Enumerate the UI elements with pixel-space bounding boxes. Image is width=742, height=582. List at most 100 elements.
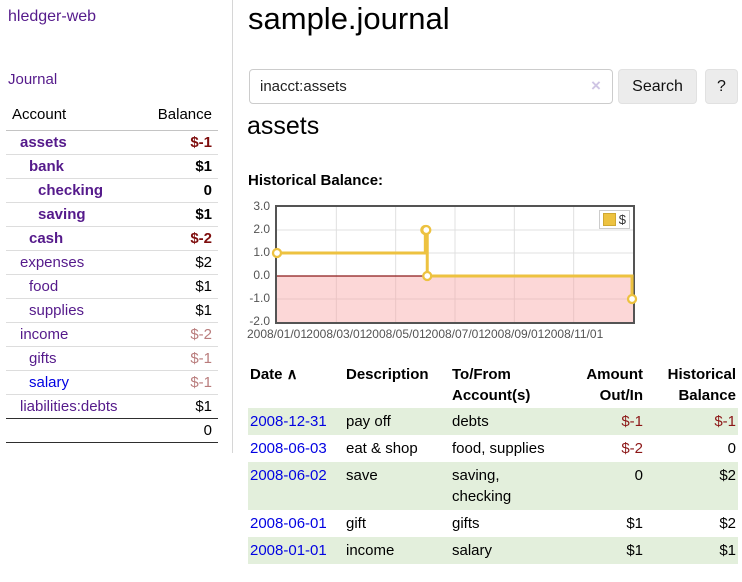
account-link[interactable]: expenses xyxy=(20,254,85,271)
transaction-balance: $-1 xyxy=(714,413,736,430)
transaction-row: 2008-06-02 save saving, checking 0 $2 xyxy=(248,462,738,510)
search-input[interactable] xyxy=(249,69,613,104)
account-row: saving $1 xyxy=(6,202,218,227)
sidebar-item-journal[interactable]: Journal xyxy=(8,71,58,88)
accounts-header-balance: Balance xyxy=(141,102,218,131)
account-link[interactable]: bank xyxy=(29,158,65,175)
transaction-accounts: gifts xyxy=(452,515,480,532)
transaction-amount: $-1 xyxy=(621,413,643,430)
transaction-description: gift xyxy=(346,515,367,532)
account-row: assets $-1 xyxy=(6,131,218,155)
transaction-date-link[interactable]: 2008-01-01 xyxy=(250,542,327,559)
transaction-accounts: salary xyxy=(452,542,493,559)
x-axis-tick-label: 2008/01/01 xyxy=(246,327,308,341)
transaction-amount: $1 xyxy=(626,542,643,559)
y-axis-tick-label: 2.0 xyxy=(253,222,270,236)
x-axis-tick-label: 2008/09/01 xyxy=(484,327,545,341)
x-axis-tick-label: 2008/07/01 xyxy=(424,327,486,341)
y-axis-tick-label: 3.0 xyxy=(253,199,270,213)
transaction-description: save xyxy=(346,467,378,484)
account-heading: assets xyxy=(247,112,320,140)
account-link[interactable]: food xyxy=(29,278,59,295)
account-link[interactable]: gifts xyxy=(29,350,57,367)
account-link[interactable]: liabilities:debts xyxy=(20,398,118,415)
y-axis-tick-label: -1.0 xyxy=(249,291,270,305)
column-header-date[interactable]: Date ∧ xyxy=(250,366,298,383)
account-link[interactable]: salary xyxy=(29,374,70,391)
legend-swatch-icon xyxy=(602,213,616,226)
account-row: gifts $-1 xyxy=(6,346,218,371)
account-row: expenses $2 xyxy=(6,250,218,275)
account-link[interactable]: income xyxy=(20,326,69,343)
legend-label: $ xyxy=(618,212,626,227)
clear-search-icon[interactable]: × xyxy=(591,76,601,95)
column-header-to-from-account-s-: To/From Account(s) xyxy=(452,366,531,404)
account-row: food $1 xyxy=(6,274,218,299)
accounts-total-balance: 0 xyxy=(141,418,218,443)
account-link[interactable]: assets xyxy=(20,134,67,151)
transaction-accounts: food, supplies xyxy=(452,440,545,457)
column-header-amount-out-in: Amount Out/In xyxy=(586,366,643,404)
account-link[interactable]: checking xyxy=(38,182,104,199)
x-axis-tick-label: 2008/11/01 xyxy=(544,327,604,341)
column-header-historical-balance: Historical Balance xyxy=(667,366,736,404)
transactions-body: 2008-12-31 pay off debts $-1 $-1 2008-06-03 ea… xyxy=(248,408,738,564)
transaction-accounts: debts xyxy=(452,413,489,430)
transactions-header: Date ∧ Description To/From Account(s) Amoun… xyxy=(248,362,738,408)
account-balance: $1 xyxy=(141,154,218,179)
account-link[interactable]: saving xyxy=(38,206,86,223)
account-balance: $-2 xyxy=(141,226,218,251)
account-balance: $1 xyxy=(141,298,218,323)
account-balance: $-1 xyxy=(190,134,212,151)
account-row: bank $1 xyxy=(6,154,218,179)
account-balance: $-1 xyxy=(141,346,218,371)
transaction-description: pay off xyxy=(346,413,391,430)
chart-title: Historical Balance: xyxy=(248,172,384,189)
transaction-balance: $2 xyxy=(719,467,736,484)
transaction-amount: $-2 xyxy=(621,440,643,457)
account-balance: $1 xyxy=(141,202,218,227)
account-balance: 0 xyxy=(141,178,218,203)
account-balance: $2 xyxy=(141,250,218,275)
transaction-description: eat & shop xyxy=(346,440,418,457)
column-header-description: Description xyxy=(346,366,429,383)
account-balance: $-1 xyxy=(141,370,218,395)
account-link[interactable]: cash xyxy=(29,230,64,247)
transaction-description: income xyxy=(346,542,395,559)
transaction-amount: $1 xyxy=(626,515,643,532)
transaction-balance: $1 xyxy=(719,542,736,559)
search-button[interactable]: Search xyxy=(618,69,697,104)
account-link[interactable]: supplies xyxy=(29,302,85,319)
x-axis-tick-label: 2008/05/01 xyxy=(365,327,426,341)
transaction-date-link[interactable]: 2008-06-03 xyxy=(250,440,327,457)
accounts-header-account: Account xyxy=(6,102,142,131)
transaction-date-link[interactable]: 2008-06-01 xyxy=(250,515,327,532)
accounts-table: Account Balance assets $-1 bank $1 checking 0… xyxy=(6,102,218,443)
account-row: supplies $1 xyxy=(6,298,218,323)
help-button[interactable]: ? xyxy=(705,69,738,104)
account-row: income $-2 xyxy=(6,322,218,347)
chart-legend: $ xyxy=(598,210,630,229)
transaction-balance: $2 xyxy=(719,515,736,532)
accounts-list: assets $-1 bank $1 checking 0 saving $1 cash $-2 e… xyxy=(6,131,218,419)
transaction-row: 2008-12-31 pay off debts $-1 $-1 xyxy=(248,408,738,435)
app-brand-link[interactable]: hledger-web xyxy=(8,8,97,25)
sort-ascending-icon: ∧ xyxy=(282,366,298,383)
account-row: liabilities:debts $1 xyxy=(6,394,218,419)
transaction-row: 2008-01-01 income salary $1 $1 xyxy=(248,537,738,564)
sidebar: hledger-web Journal Account Balance asse… xyxy=(0,0,233,453)
accounts-total-row: 0 xyxy=(6,418,218,443)
chart-canvas xyxy=(271,207,638,322)
y-axis-tick-label: 1.0 xyxy=(253,245,270,259)
account-balance: $-2 xyxy=(141,322,218,347)
transaction-row: 2008-06-01 gift gifts $1 $2 xyxy=(248,510,738,537)
account-balance: $1 xyxy=(141,394,218,419)
x-axis-tick-label: 2008/03/01 xyxy=(306,327,367,341)
historical-balance-chart[interactable]: $ xyxy=(271,205,638,324)
transaction-date-link[interactable]: 2008-12-31 xyxy=(250,413,327,430)
y-axis-tick-label: 0.0 xyxy=(253,268,270,282)
transaction-date-link[interactable]: 2008-06-02 xyxy=(250,467,327,484)
accounts-table-header: Account Balance xyxy=(6,102,218,131)
account-row: salary $-1 xyxy=(6,370,218,395)
